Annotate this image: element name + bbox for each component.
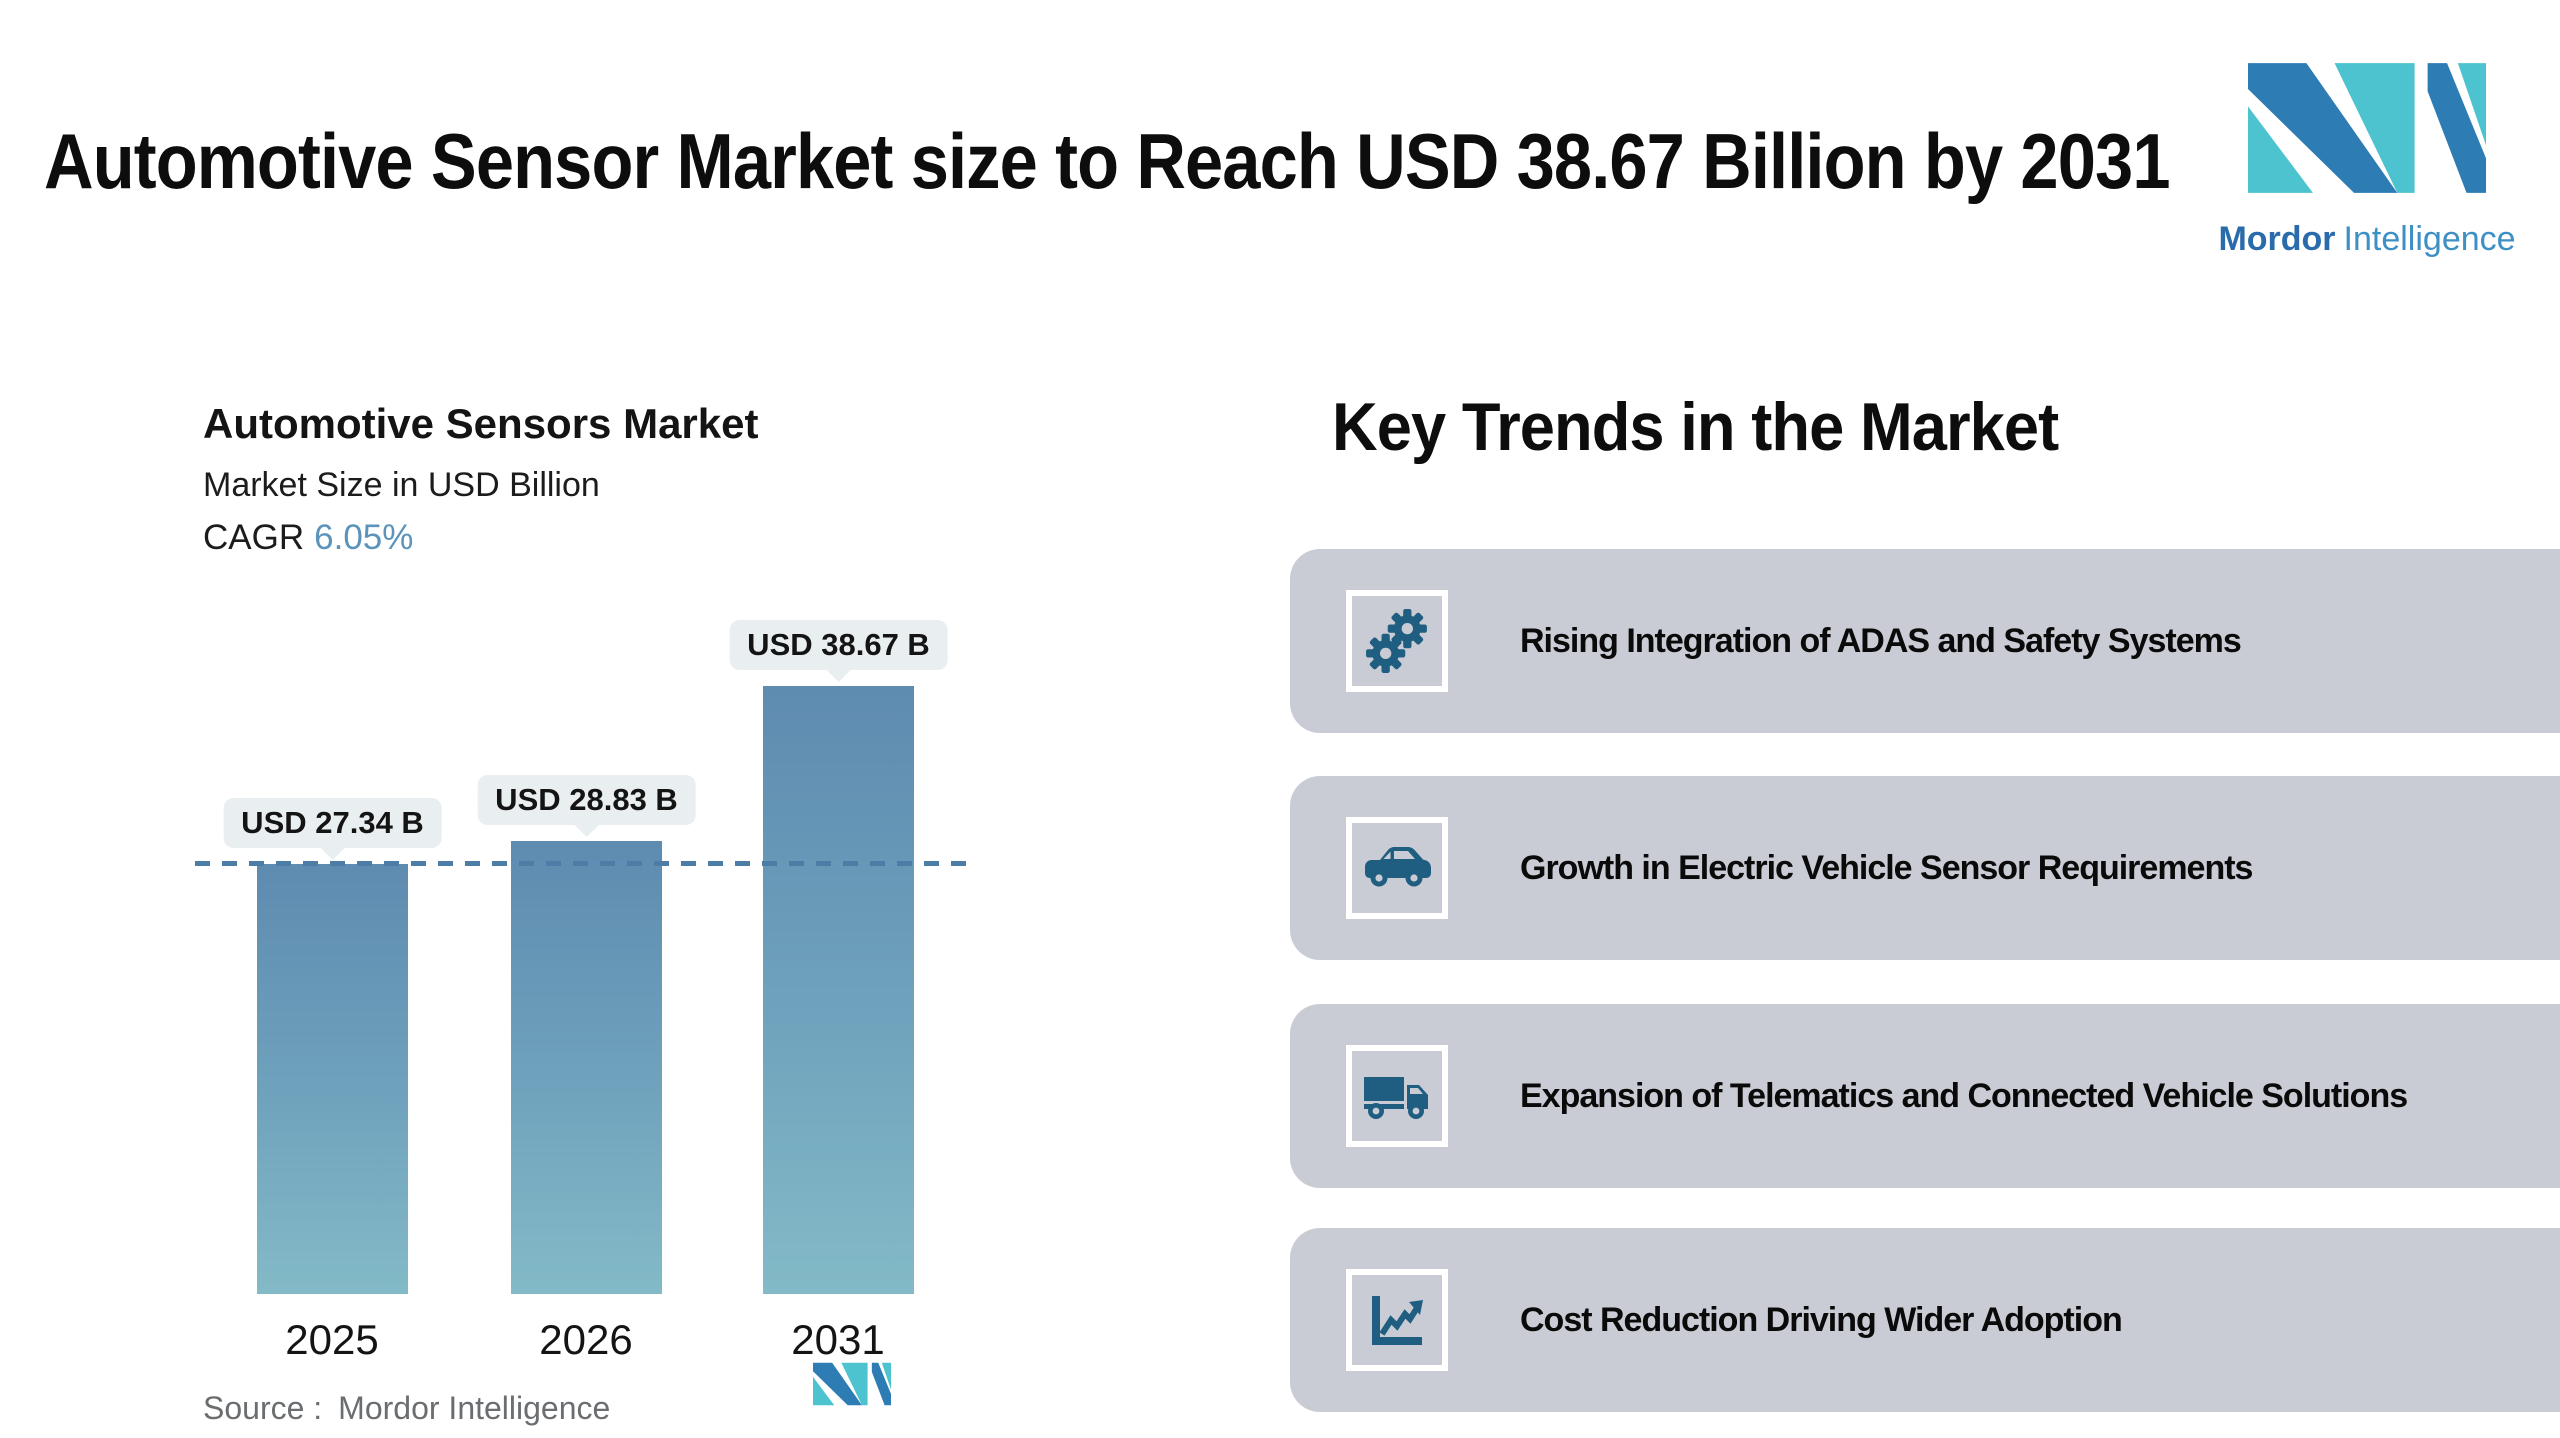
- cagr-value: 6.05%: [314, 518, 414, 557]
- bar-2031: USD 38.67 B: [729, 620, 948, 1294]
- x-axis-label-2025: 2025: [285, 1316, 379, 1363]
- page-title: Automotive Sensor Market size to Reach U…: [44, 117, 2171, 205]
- mordor-logo-mark: [2248, 63, 2486, 193]
- trend-label: Rising Integration of ADAS and Safety Sy…: [1520, 621, 2242, 660]
- icon-frame: [1346, 817, 1448, 919]
- bar-rect-2026: [511, 841, 662, 1294]
- trend-card-adas: Rising Integration of ADAS and Safety Sy…: [1290, 549, 2560, 733]
- mordor-logo-card: Mordor Intelligence: [2208, 22, 2526, 278]
- truck-icon: [1364, 1077, 1428, 1119]
- key-trends-heading: Key Trends in the Market: [1332, 389, 2059, 465]
- x-axis-label-2026: 2026: [539, 1316, 633, 1363]
- mordor-logo-text: Mordor Intelligence: [2208, 220, 2526, 259]
- icon-frame: [1346, 1269, 1448, 1371]
- bar-2026: USD 28.83 B: [477, 775, 696, 1294]
- trend-label: Growth in Electric Vehicle Sensor Requir…: [1520, 848, 2253, 887]
- x-axis-label-2031: 2031: [791, 1316, 885, 1363]
- source-value: Mordor Intelligence: [338, 1390, 611, 1426]
- line-chart-icon: [1372, 1296, 1423, 1345]
- bar-rect-2031: [763, 686, 914, 1294]
- icon-frame: [1346, 1045, 1448, 1147]
- chart-subtitle: Market Size in USD Billion: [203, 466, 600, 504]
- trend-label: Cost Reduction Driving Wider Adoption: [1520, 1300, 2123, 1339]
- bar-rect-2025: [257, 864, 408, 1294]
- trend-label: Expansion of Telematics and Connected Ve…: [1520, 1076, 2408, 1115]
- trend-card-ev: Growth in Electric Vehicle Sensor Requir…: [1290, 776, 2560, 960]
- value-label-2026: USD 28.83 B: [477, 775, 696, 825]
- reference-line: [195, 861, 977, 866]
- source-label: Source :: [203, 1390, 323, 1426]
- value-label-2025: USD 27.34 B: [223, 798, 442, 848]
- logo-text-intelligence: Intelligence: [2343, 220, 2516, 258]
- logo-text-mordor: Mordor: [2218, 220, 2336, 258]
- chart-title: Automotive Sensors Market: [203, 400, 759, 447]
- source-row: Source : Mordor Intelligence: [203, 1390, 610, 1427]
- mi-mark-icon: [813, 1362, 891, 1406]
- cagr-label: CAGR: [203, 518, 305, 557]
- bar-2025: USD 27.34 B: [223, 798, 442, 1294]
- market-chart-panel: Automotive Sensors Market Market Size in…: [173, 380, 988, 1438]
- value-label-2031: USD 38.67 B: [729, 620, 948, 670]
- trend-card-cost: Cost Reduction Driving Wider Adoption: [1290, 1228, 2560, 1412]
- gears-icon: [1366, 609, 1427, 673]
- trend-card-telematics: Expansion of Telematics and Connected Ve…: [1290, 1004, 2560, 1188]
- icon-frame: [1346, 590, 1448, 692]
- bar-chart-plot-area: USD 27.34 B USD 28.83 B USD 38.67 B: [173, 380, 988, 1294]
- chart-cagr-line: CAGR 6.05%: [203, 518, 413, 558]
- car-icon: [1365, 847, 1431, 887]
